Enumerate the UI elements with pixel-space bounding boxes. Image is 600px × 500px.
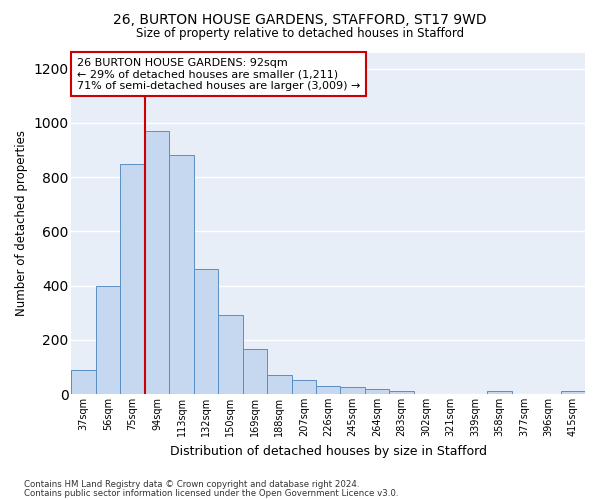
Bar xyxy=(267,375,292,394)
Text: 26 BURTON HOUSE GARDENS: 92sqm
← 29% of detached houses are smaller (1,211)
71% : 26 BURTON HOUSE GARDENS: 92sqm ← 29% of … xyxy=(77,58,360,91)
Bar xyxy=(340,387,365,394)
Bar xyxy=(121,164,145,394)
Y-axis label: Number of detached properties: Number of detached properties xyxy=(15,130,28,316)
Bar xyxy=(169,156,194,394)
Bar xyxy=(316,386,340,394)
Text: Contains HM Land Registry data © Crown copyright and database right 2024.: Contains HM Land Registry data © Crown c… xyxy=(24,480,359,489)
Bar xyxy=(560,392,585,394)
Bar xyxy=(145,131,169,394)
Bar xyxy=(194,270,218,394)
Bar xyxy=(242,350,267,394)
Bar xyxy=(365,388,389,394)
Bar xyxy=(96,286,121,394)
Bar xyxy=(292,380,316,394)
Text: Size of property relative to detached houses in Stafford: Size of property relative to detached ho… xyxy=(136,28,464,40)
Bar xyxy=(389,392,414,394)
X-axis label: Distribution of detached houses by size in Stafford: Distribution of detached houses by size … xyxy=(170,444,487,458)
Bar xyxy=(218,316,242,394)
Bar xyxy=(487,392,512,394)
Text: 26, BURTON HOUSE GARDENS, STAFFORD, ST17 9WD: 26, BURTON HOUSE GARDENS, STAFFORD, ST17… xyxy=(113,12,487,26)
Bar xyxy=(71,370,96,394)
Text: Contains public sector information licensed under the Open Government Licence v3: Contains public sector information licen… xyxy=(24,489,398,498)
